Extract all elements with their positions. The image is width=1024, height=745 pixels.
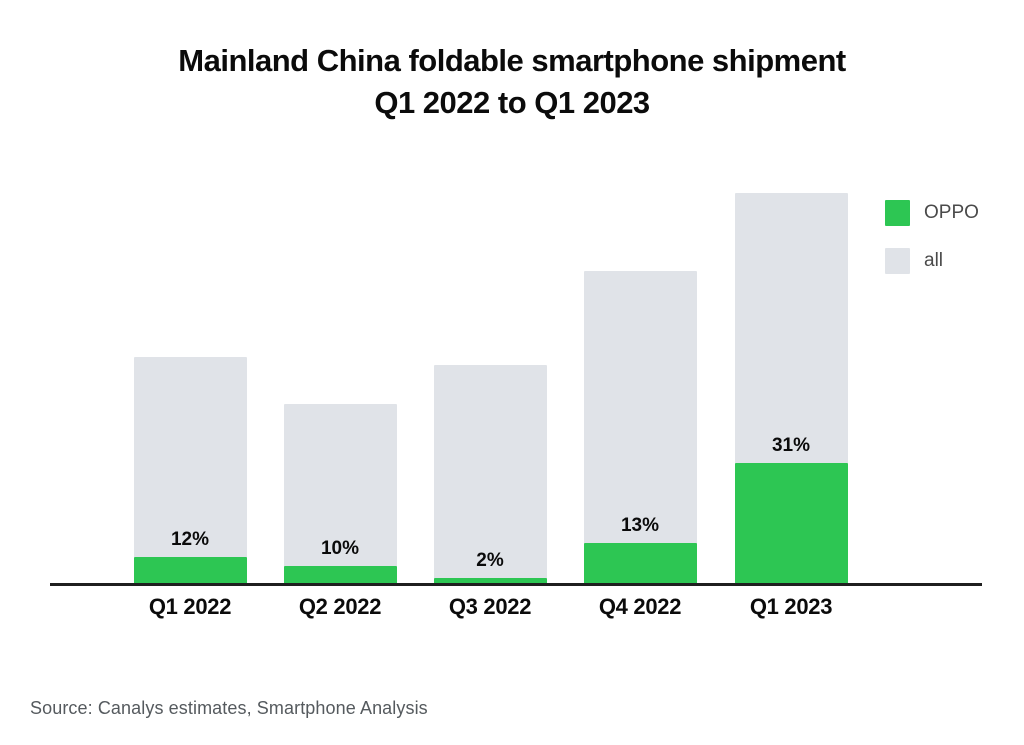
bar-all-q1-2022 (133, 357, 247, 584)
x-axis-label: Q1 2022 (148, 594, 232, 619)
legend-swatch-all (885, 248, 910, 274)
bar-value-label: 12% (170, 529, 210, 550)
bar-oppo-q3-2022 (433, 578, 547, 584)
legend-item-all: all (885, 248, 979, 274)
legend-label-oppo: OPPO (924, 202, 979, 223)
bar-value-label: 10% (320, 538, 360, 559)
chart-title: Mainland China foldable smartphone shipm… (0, 40, 1024, 124)
chart-title-line1: Mainland China foldable smartphone shipm… (178, 43, 846, 78)
x-axis-label: Q2 2022 (298, 594, 382, 619)
bar-value-label: 31% (771, 435, 811, 456)
legend-label-all: all (924, 250, 944, 271)
source-note: Source: Canalys estimates, Smartphone An… (30, 698, 428, 718)
legend: OPPO all (885, 200, 979, 274)
bar-all-q4-2022 (583, 271, 697, 584)
bar-all-q2-2022 (283, 404, 397, 584)
x-axis-label: Q3 2022 (448, 594, 532, 619)
legend-swatch-oppo (885, 200, 910, 226)
bar-all-q3-2022 (433, 365, 547, 584)
bar-value-label: 2% (476, 550, 504, 571)
x-axis-label: Q1 2023 (749, 594, 833, 619)
bar-oppo-q1-2022 (133, 557, 247, 584)
x-axis-line (50, 583, 982, 586)
bar-oppo-q2-2022 (283, 566, 397, 584)
bar-oppo-q1-2023 (734, 463, 848, 584)
bar-oppo-q4-2022 (583, 543, 697, 584)
chart-title-line2: Q1 2022 to Q1 2023 (374, 85, 650, 120)
bar-value-label: 13% (620, 515, 660, 536)
legend-item-oppo: OPPO (885, 200, 979, 226)
x-axis-label: Q4 2022 (598, 594, 682, 619)
